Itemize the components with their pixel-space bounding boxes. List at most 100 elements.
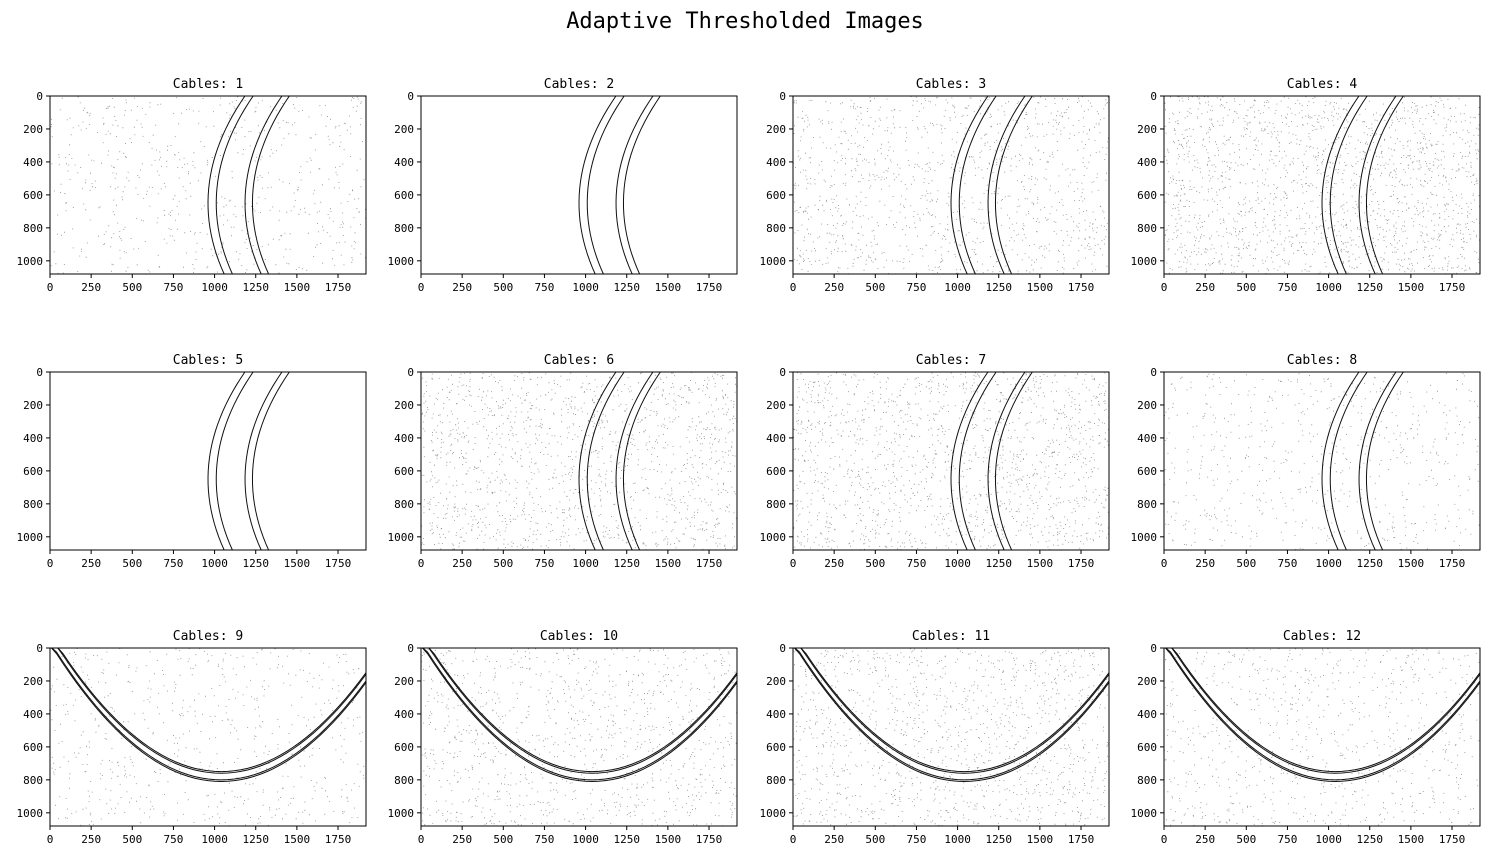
panel-title: Cables: 10 [540,629,618,644]
cable-lines [207,96,290,274]
y-tick-label: 200 [1137,675,1157,688]
x-tick-label: 250 [81,833,101,846]
x-tick-label: 1000 [1315,281,1342,294]
panel-11: 0 250 500 750 1000 1250 1500 1750 0 200 400 600 800 1… [760,629,1110,846]
panel-6: 0 250 500 750 1000 1250 1500 1750 0 200 400 600 800 1… [388,353,738,570]
x-tick-label: 1500 [655,833,682,846]
x-tick-label: 0 [1161,281,1168,294]
y-tick-label: 800 [394,498,414,511]
x-tick-label: 1000 [1315,833,1342,846]
x-tick-label: 750 [535,557,555,570]
cable-edge [244,372,283,550]
x-tick-label: 1000 [944,557,971,570]
y-tick-label: 800 [1137,222,1157,235]
x-tick-label: 0 [790,281,797,294]
y-tick-label: 1000 [388,531,415,544]
x-tick-label: 1750 [1439,833,1466,846]
panel-3: 0 250 500 750 1000 1250 1500 1750 0 200 400 600 800 1… [760,77,1110,294]
cable-edge [615,96,654,274]
x-tick-label: 250 [452,557,472,570]
x-tick-label: 1750 [325,281,352,294]
cable-edge [800,648,1109,774]
y-tick-label: 0 [36,642,43,655]
x-tick-label: 1250 [985,833,1012,846]
x-tick-label: 0 [418,557,425,570]
cable-lines [50,648,366,783]
y-tick-label: 600 [23,741,43,754]
x-tick-label: 500 [122,833,142,846]
x-tick-label: 1750 [1439,281,1466,294]
y-tick-label: 400 [1137,708,1157,721]
y-tick-label: 1000 [1131,807,1158,820]
y-tick-label: 600 [766,465,786,478]
x-tick-label: 0 [47,557,54,570]
panel-title: Cables: 12 [1283,629,1361,644]
cable-edge [794,648,1109,781]
panel-title: Cables: 11 [912,629,990,644]
y-tick-label: 800 [394,222,414,235]
panel-image [50,96,366,274]
panel-title: Cables: 9 [173,629,243,644]
noise-speckles [1164,96,1480,274]
cable-edge [987,372,1026,550]
y-tick-label: 800 [394,774,414,787]
panel-2: 0 250 500 750 1000 1250 1500 1750 0 200 400 600 800 1… [388,77,738,294]
x-tick-label: 250 [81,557,101,570]
x-tick-label: 1250 [613,557,640,570]
cable-edge [1365,372,1404,550]
axes-frame [1163,95,1481,275]
y-tick-label: 800 [1137,498,1157,511]
x-tick-label: 1250 [613,833,640,846]
y-tick-label: 200 [1137,123,1157,136]
x-tick-label: 500 [1236,557,1256,570]
x-tick-label: 1000 [572,557,599,570]
cable-edge [994,96,1033,274]
x-tick-label: 750 [1278,281,1298,294]
y-tick-label: 800 [23,222,43,235]
y-tick-label: 1000 [1131,531,1158,544]
cable-edge [422,648,737,781]
y-tick-label: 1000 [17,807,44,820]
y-tick-label: 0 [779,366,786,379]
cable-edge [57,648,366,774]
x-tick-label: 1750 [696,833,723,846]
y-tick-label: 1000 [1131,255,1158,268]
panel-title: Cables: 8 [1287,353,1357,368]
y-tick-label: 0 [407,366,414,379]
panel-title: Cables: 7 [916,353,986,368]
x-tick-label: 1750 [1068,281,1095,294]
x-tick-label: 1000 [944,833,971,846]
cable-edge [622,372,661,550]
y-tick-label: 0 [779,642,786,655]
y-tick-label: 600 [394,465,414,478]
x-tick-label: 500 [493,833,513,846]
axes-frame [792,95,1110,275]
y-tick-label: 600 [1137,189,1157,202]
y-tick-label: 600 [766,189,786,202]
x-tick-label: 1250 [242,833,269,846]
y-tick-label: 600 [766,741,786,754]
cable-edge [1358,372,1397,550]
cable-edge [1165,648,1480,781]
cable-edge [428,648,737,773]
x-tick-label: 1250 [242,557,269,570]
cable-edge [251,372,290,550]
y-tick-label: 0 [407,642,414,655]
x-tick-label: 0 [418,281,425,294]
x-tick-label: 1000 [201,833,228,846]
cable-lines [1321,96,1404,274]
cable-edge [950,96,989,274]
cable-edge [586,96,625,274]
noise-speckles [1164,648,1480,826]
x-tick-label: 1500 [1027,281,1054,294]
y-tick-label: 200 [766,675,786,688]
x-tick-label: 1250 [985,281,1012,294]
y-tick-label: 200 [1137,399,1157,412]
y-tick-label: 800 [766,774,786,787]
x-tick-label: 0 [47,281,54,294]
cable-lines [950,372,1033,550]
cable-edge [50,648,366,783]
axes-frame [1163,371,1481,551]
y-tick-label: 600 [1137,741,1157,754]
